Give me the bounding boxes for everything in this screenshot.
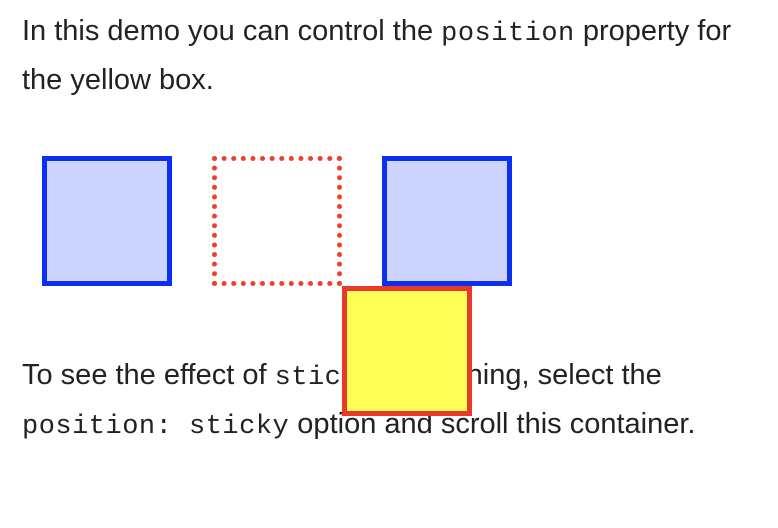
intro-paragraph: In this demo you can control the positio… — [22, 8, 768, 103]
blue-box-one — [42, 156, 172, 286]
position-sticky-code: position: sticky — [22, 412, 290, 442]
intro-text-after: property for the yellow box. — [22, 15, 732, 96]
intro-text-before: In this demo you can control the — [22, 15, 442, 47]
blue-box-three — [382, 156, 512, 286]
outro-text-before: To see the effect of — [22, 359, 275, 391]
position-code: position — [441, 19, 575, 49]
yellow-box-placeholder — [212, 156, 342, 286]
yellow-box — [342, 286, 472, 416]
